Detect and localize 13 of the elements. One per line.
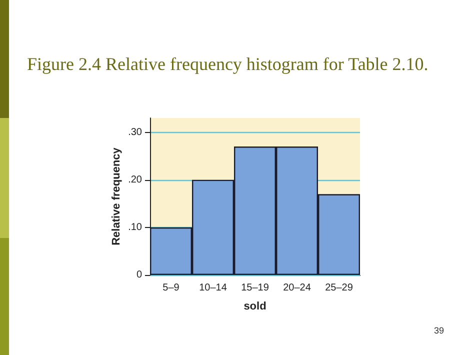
x-axis-title: sold: [244, 300, 266, 312]
y-tick-label: .30: [128, 126, 142, 138]
x-tick-label: 5–9: [162, 282, 180, 294]
x-tick-label: 25–29: [325, 282, 354, 294]
y-tick-label: .20: [128, 174, 142, 186]
chart-title: Figure 2.4 Relative frequency histogram for Table 2.10.: [27, 54, 428, 74]
x-tick-label: 10–14: [199, 282, 228, 294]
text: 39: [434, 326, 444, 336]
x-tick-label: 20–24: [283, 282, 312, 294]
x-tick-label: 15–19: [241, 282, 270, 294]
y-axis-title: Relative frequency: [110, 146, 122, 246]
y-tick-label: .10: [128, 222, 142, 233]
y-tick-label: 0: [136, 270, 142, 280]
